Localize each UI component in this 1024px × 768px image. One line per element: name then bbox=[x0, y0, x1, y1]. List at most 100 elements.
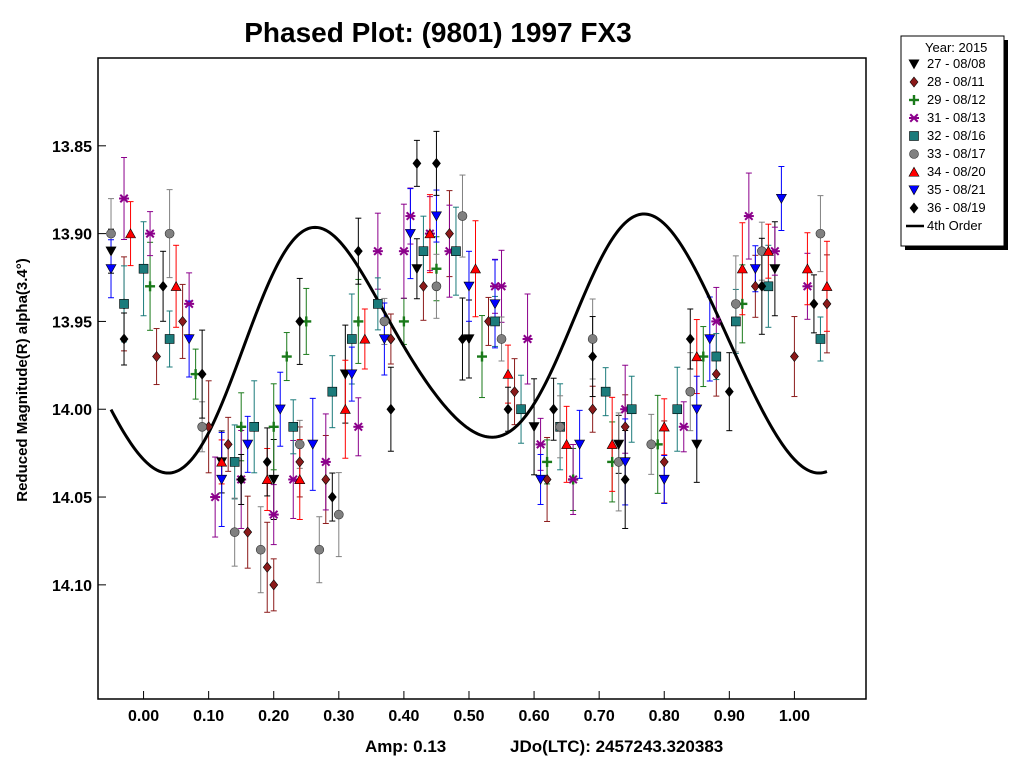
y-tick-label: 14.00 bbox=[52, 402, 92, 419]
data-point bbox=[145, 281, 156, 292]
legend-entry: 27 - 08/08 bbox=[908, 56, 986, 71]
data-point bbox=[731, 299, 741, 309]
legend-label: 33 - 08/17 bbox=[927, 146, 986, 161]
data-point bbox=[353, 422, 364, 432]
legend-entry: 4th Order bbox=[906, 218, 983, 233]
legend-marker bbox=[909, 95, 919, 105]
data-point bbox=[574, 439, 586, 450]
x-tick-label: 0.20 bbox=[258, 708, 289, 725]
data-point bbox=[815, 334, 826, 344]
data-point bbox=[210, 492, 221, 502]
data-point bbox=[339, 403, 351, 414]
data-point bbox=[229, 527, 240, 537]
data-point bbox=[430, 211, 442, 222]
data-point bbox=[307, 439, 319, 450]
data-point bbox=[698, 351, 709, 362]
data-point bbox=[398, 246, 409, 256]
data-point bbox=[236, 421, 247, 432]
data-point bbox=[105, 246, 117, 257]
legend-label: 31 - 08/13 bbox=[927, 110, 986, 125]
data-point bbox=[353, 245, 363, 257]
legend-marker bbox=[908, 59, 920, 70]
data-point bbox=[404, 229, 416, 239]
data-point bbox=[613, 439, 625, 450]
data-point bbox=[346, 369, 358, 380]
legend-label: 4th Order bbox=[927, 218, 983, 233]
data-point bbox=[223, 438, 233, 450]
data-point bbox=[424, 228, 436, 239]
legend-marker bbox=[909, 131, 919, 141]
legend-label: 29 - 08/12 bbox=[927, 92, 986, 107]
data-point bbox=[489, 299, 501, 310]
data-point bbox=[496, 334, 507, 344]
data-point bbox=[320, 457, 331, 467]
legend-marker bbox=[908, 185, 920, 196]
data-point bbox=[646, 439, 657, 450]
data-point bbox=[528, 422, 540, 433]
data-point bbox=[353, 316, 364, 327]
data-point bbox=[216, 474, 228, 485]
data-point bbox=[294, 474, 306, 485]
data-point bbox=[197, 368, 207, 380]
legend-box bbox=[900, 35, 1005, 247]
data-point bbox=[502, 368, 514, 379]
data-point bbox=[606, 438, 618, 449]
data-point bbox=[294, 439, 305, 450]
data-point bbox=[724, 386, 734, 398]
data-point bbox=[268, 474, 280, 485]
legend-entry: 32 - 08/16 bbox=[909, 128, 986, 143]
data-point bbox=[685, 386, 696, 397]
data-point bbox=[183, 334, 195, 345]
data-point bbox=[678, 422, 689, 432]
data-point bbox=[359, 333, 371, 344]
x-tick-label: 0.30 bbox=[323, 708, 354, 725]
data-point bbox=[268, 421, 279, 432]
data-point bbox=[321, 473, 331, 485]
data-point bbox=[685, 333, 695, 345]
y-tick-label: 13.90 bbox=[52, 227, 92, 244]
legend-label: 28 - 08/11 bbox=[927, 74, 985, 89]
x-tick-label: 0.50 bbox=[453, 708, 484, 725]
data-point bbox=[535, 474, 547, 485]
data-point bbox=[490, 316, 500, 327]
data-point bbox=[691, 351, 703, 362]
x-tick-label: 0.00 bbox=[128, 708, 159, 725]
data-point bbox=[516, 404, 526, 415]
legend: Year: 2015 27 - 08/08 28 - 08/11 29 - 08/1… bbox=[900, 35, 1008, 250]
data-point bbox=[178, 315, 187, 327]
chart-title: Phased Plot: (9801) 1997 FX3 bbox=[244, 17, 632, 48]
data-point bbox=[757, 280, 767, 292]
data-point bbox=[477, 351, 487, 362]
legend-entry: 31 - 08/13 bbox=[909, 110, 986, 125]
data-point bbox=[372, 246, 383, 256]
legend-label: 35 - 08/21 bbox=[927, 182, 986, 197]
data-point bbox=[274, 404, 286, 415]
data-point bbox=[790, 351, 799, 363]
data-point bbox=[327, 386, 338, 397]
data-point bbox=[588, 351, 598, 363]
data-point bbox=[821, 280, 833, 291]
data-point bbox=[659, 456, 669, 468]
data-point bbox=[243, 526, 253, 538]
legend-marker bbox=[909, 113, 919, 123]
data-points bbox=[105, 157, 833, 591]
legend-entry: 33 - 08/17 bbox=[909, 146, 986, 161]
data-point bbox=[619, 457, 631, 468]
data-point bbox=[295, 315, 305, 327]
legend-entry: 34 - 08/20 bbox=[908, 164, 986, 179]
data-point bbox=[164, 334, 175, 344]
data-point bbox=[711, 351, 722, 362]
data-point bbox=[197, 421, 207, 432]
data-point bbox=[736, 263, 748, 274]
data-point bbox=[105, 264, 117, 275]
data-point bbox=[411, 264, 423, 275]
data-point bbox=[242, 439, 254, 450]
x-tick-label: 0.40 bbox=[388, 708, 419, 725]
data-point bbox=[457, 211, 468, 221]
y-axis-label: Reduced Magnitude(R) alpha(3.4°) bbox=[14, 258, 31, 502]
data-point bbox=[412, 157, 422, 169]
data-point bbox=[691, 439, 703, 450]
data-point bbox=[145, 229, 156, 239]
y-axis: 13.85 13.90 13.95 14.00 14.05 14.10 bbox=[52, 139, 106, 595]
legend-entry: 36 - 08/19 bbox=[909, 200, 986, 215]
